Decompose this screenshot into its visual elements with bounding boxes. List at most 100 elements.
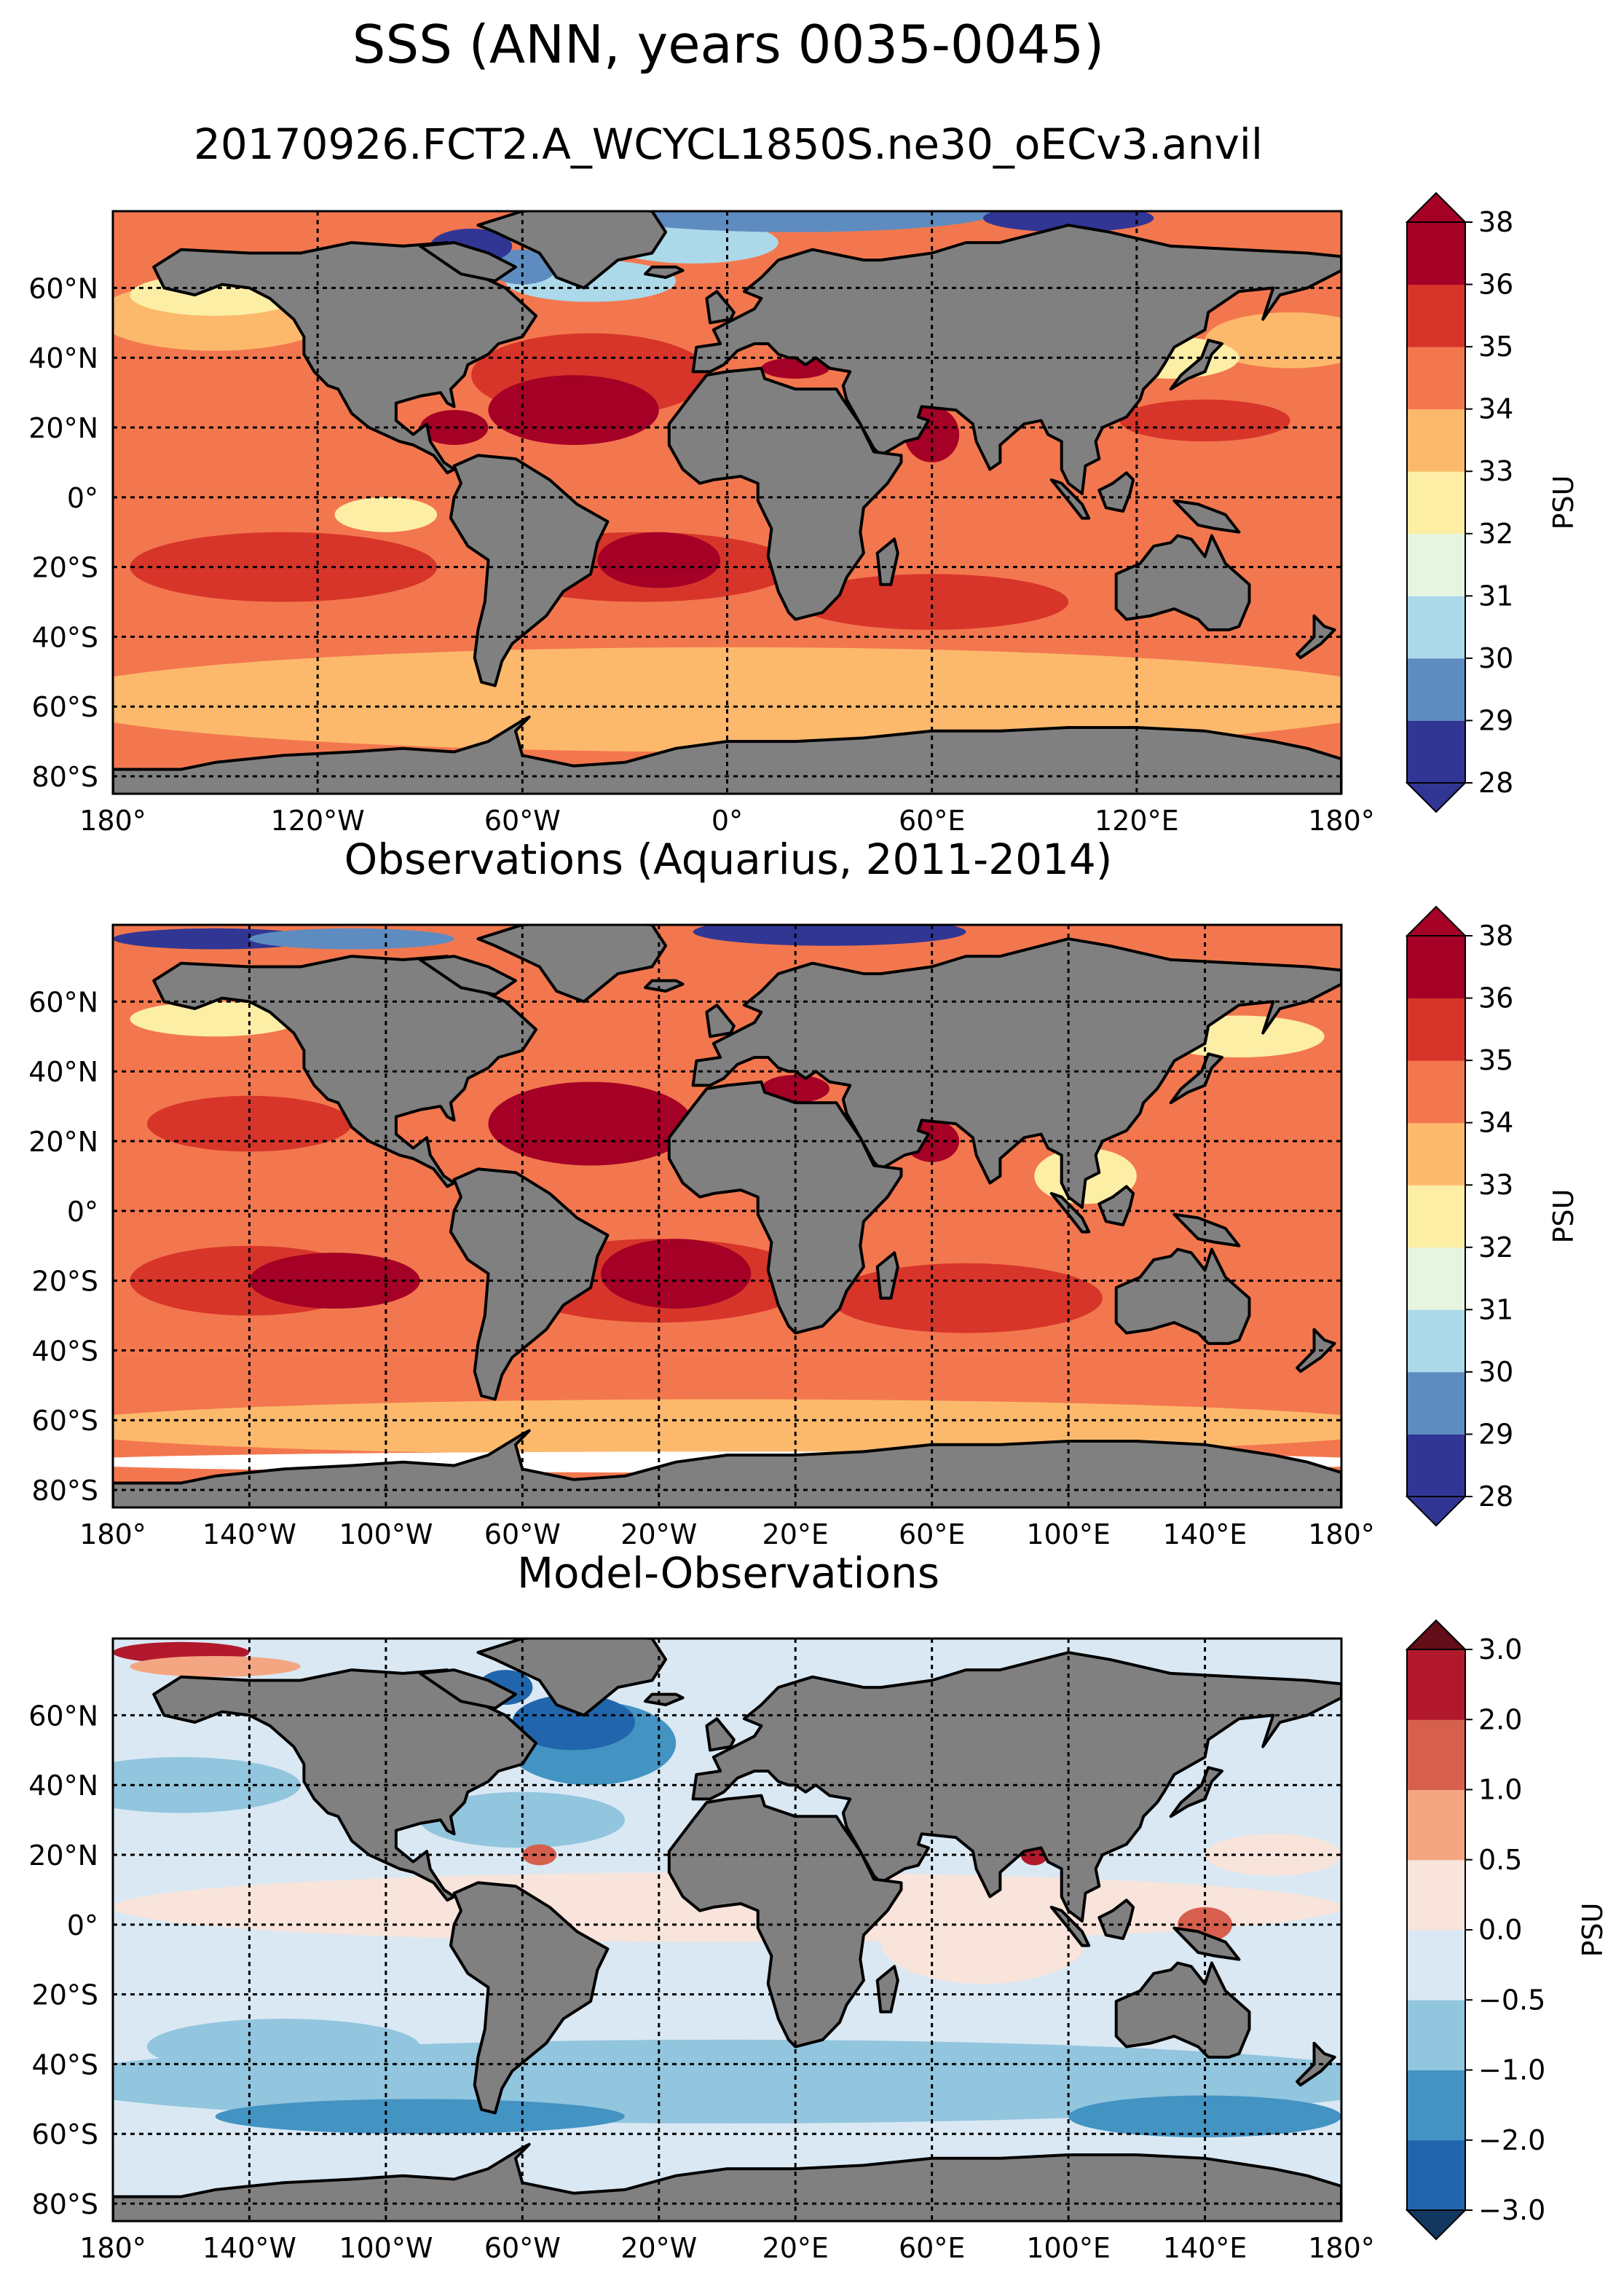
colorbar-tick-label: 34 [1478,393,1513,425]
field-contour [591,211,1001,232]
colorbar-tick-label: 30 [1478,1356,1513,1388]
lat-tick-label: 60°N [28,1700,98,1732]
colorbar-tick-label: 28 [1478,767,1513,799]
lat-tick-label: 20°S [32,1266,98,1298]
field-contour [829,1263,1103,1333]
land-baffin-island [418,241,517,283]
colorbar-extend-top [1405,192,1467,223]
lat-tick-label: 60°S [32,2118,98,2150]
lat-tick-label: 20°N [28,1840,98,1872]
colorbar-segment [1407,998,1465,1061]
colorbar-segment [1407,1649,1465,1720]
lon-tick-label: 140°W [202,2232,296,2264]
panel-title: Model-Observations [517,1548,939,1598]
land-madagascar [875,1251,899,1300]
lon-tick-label: 180° [79,1518,146,1550]
lon-tick-label: 100°W [339,1518,433,1550]
field-contour [146,1095,352,1152]
map-panels: 60°N 40°N 20°N 0° 20°S 40°S 60°S 80°S 180° 120°W 6… [28,192,1609,2264]
land-japan [1169,339,1223,391]
lon-tick-label: 60°E [899,805,965,837]
colorbar-frame [1406,935,1466,1497]
map-frame [111,1637,1343,2223]
colorbar-segment [1407,2140,1465,2211]
colorbar-segment [1407,936,1465,999]
colorbar-label: PSU [1548,1189,1580,1244]
lat-tick-label: 0° [67,1909,98,1941]
field-contour [130,532,438,602]
field-contour [113,1399,1341,1456]
colorbar-tick-label: 0.0 [1478,1914,1522,1946]
colorbar-tick-label: 30 [1478,642,1513,674]
field-contour [146,2019,420,2075]
lon-tick-label: 140°W [202,1518,296,1550]
colorbar-tick-label: 0.5 [1478,1844,1522,1876]
land-south-america [449,454,610,687]
field-contour [113,1756,301,1813]
colorbar-segment [1407,1789,1465,1861]
lat-tick-label: 80°S [32,1475,98,1507]
colorbar-label: PSU [1577,1903,1609,1957]
field-contour [1119,399,1290,442]
figure-subtitle: 20170926.FCT2.A_WCYCL1850S.ne30_oECv3.an… [194,119,1263,169]
land-africa [667,1794,903,2049]
field-contour [215,2099,625,2134]
colorbar-segment [1407,1247,1465,1310]
lon-tick-label: 180° [1308,1518,1375,1550]
field-contour [1205,1834,1341,1876]
field-contour [522,1844,557,1866]
colorbar-extend-bottom [1405,2209,1467,2241]
land-new-zealand [1296,1328,1336,1373]
field-contour [334,497,438,532]
colorbar-tick-label: 2.0 [1478,1703,1522,1735]
colorbar-tick-label: 29 [1478,704,1513,736]
colorbar-segment [1407,1309,1465,1373]
field-contour [1205,312,1341,368]
colorbar-tick-label: 36 [1478,269,1513,301]
colorbar-segment [1407,596,1465,659]
land-australia [1114,1961,1251,2059]
land-africa [667,1080,903,1335]
land-madagascar [875,537,899,586]
land-greenland [476,925,668,1004]
colorbar-extend-bottom [1405,1496,1467,1527]
colorbar-segment [1407,222,1465,285]
land-antarctica [113,1429,1341,1507]
lon-tick-label: 140°E [1163,2232,1247,2264]
lat-tick-label: 0° [67,1196,98,1228]
lon-tick-label: 180° [1308,2232,1375,2264]
field-contour [693,925,966,946]
map-field [113,925,1341,1507]
lon-tick-label: 120°E [1095,805,1179,837]
land-iceland [644,1692,685,1706]
lat-tick-label: 20°S [32,1979,98,2011]
colorbar-tick-label: 38 [1478,920,1513,952]
colorbar: 3.0 2.0 1.0 0.5 0.0 −0.5 −1.0 −2.0 −3.0 PSU [1405,1619,1609,2241]
colorbar-segment [1407,1719,1465,1790]
land-iceland [644,979,685,993]
lon-tick-label: 60°W [484,805,561,837]
lon-tick-label: 60°W [484,1518,561,1550]
lat-tick-label: 80°S [32,761,98,793]
land-iceland [644,265,685,279]
land-eurasia [691,937,1341,1209]
lon-tick-label: 20°E [762,1518,829,1550]
land-borneo [1097,471,1135,513]
map-panel-1: 60°N 40°N 20°N 0° 20°S 40°S 60°S 80°S 180° 120°W 6… [28,192,1580,837]
field-contour [437,664,915,735]
colorbar-tick-label: −2.0 [1478,2124,1545,2156]
colorbar-tick-label: −3.0 [1478,2194,1545,2226]
field-contour [130,1001,301,1037]
lon-tick-label: 180° [79,2232,146,2264]
colorbar-segment [1407,1371,1465,1435]
lat-tick-label: 40°N [28,1770,98,1802]
land-sumatra [1049,478,1091,520]
colorbar-segment [1407,1185,1465,1248]
lat-tick-label: 40°S [32,1335,98,1367]
lon-tick-label: 180° [79,805,146,837]
field-contour [601,1239,752,1309]
colorbar-segment [1407,658,1465,721]
map-panel-3: Model-Observations 60°N 40°N 20°N 0° 20°S 40°S… [28,1548,1609,2264]
lon-tick-label: 60°E [899,2232,965,2264]
